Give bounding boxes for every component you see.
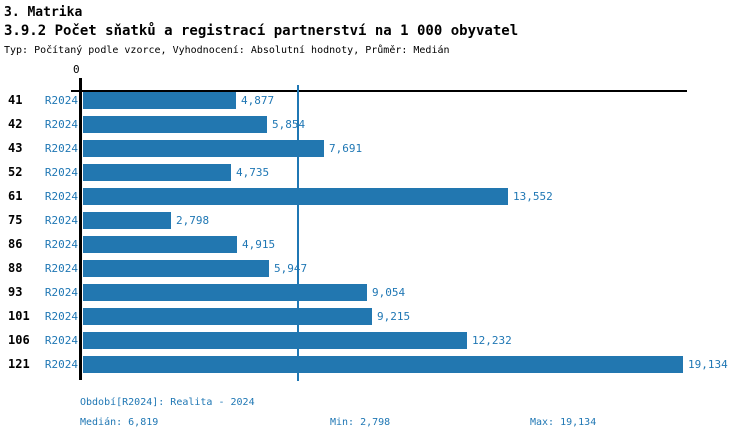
row-category-label: 121 [8, 357, 30, 371]
bar[interactable] [83, 332, 467, 349]
row-series-label: R2024 [44, 310, 78, 323]
median-reference-line [297, 85, 299, 381]
bar-value-label: 4,915 [242, 238, 276, 251]
row-category-label: 101 [8, 309, 30, 323]
bar[interactable] [83, 92, 236, 109]
row-category-label: 43 [8, 141, 23, 155]
footer-period-label: Období[R2024]: Realita - 2024 [80, 397, 255, 408]
bar[interactable] [83, 236, 237, 253]
row-series-label: R2024 [44, 286, 78, 299]
bar[interactable] [83, 356, 683, 373]
bar-value-label: 9,215 [377, 310, 411, 323]
footer-median-label: Medián: 6,819 [80, 417, 159, 428]
bar[interactable] [83, 164, 231, 181]
bar[interactable] [83, 116, 267, 133]
row-category-label: 86 [8, 237, 23, 251]
bar-value-label: 9,054 [372, 286, 406, 299]
row-series-label: R2024 [44, 214, 78, 227]
bar-value-label: 13,552 [513, 190, 553, 203]
bar-value-label: 2,798 [176, 214, 210, 227]
bar[interactable] [83, 140, 324, 157]
x-axis-line [71, 90, 687, 92]
bar[interactable] [83, 284, 367, 301]
x-axis-zero-tick-label: 0 [73, 63, 80, 76]
bar[interactable] [83, 260, 269, 277]
bar-value-label: 19,134 [688, 358, 728, 371]
bar-value-label: 5,854 [272, 118, 306, 131]
footer-max-label: Max: 19,134 [530, 417, 597, 428]
row-category-label: 42 [8, 117, 23, 131]
report-section-title: 3. Matrika [4, 5, 83, 20]
y-axis-line [79, 78, 82, 380]
bar-value-label: 4,735 [236, 166, 270, 179]
row-category-label: 41 [8, 93, 23, 107]
chart-title: 3.9.2 Počet sňatků a registrací partners… [4, 23, 519, 39]
bar-value-label: 12,232 [472, 334, 512, 347]
bar[interactable] [83, 188, 508, 205]
row-category-label: 75 [8, 213, 23, 227]
bar-value-label: 4,877 [241, 94, 275, 107]
row-series-label: R2024 [44, 94, 78, 107]
row-category-label: 61 [8, 189, 23, 203]
chart-meta-line: Typ: Počítaný podle vzorce, Vyhodnocení:… [4, 45, 450, 56]
row-series-label: R2024 [44, 166, 78, 179]
row-series-label: R2024 [44, 238, 78, 251]
row-category-label: 93 [8, 285, 23, 299]
row-category-label: 88 [8, 261, 23, 275]
row-series-label: R2024 [44, 190, 78, 203]
bar[interactable] [83, 212, 171, 229]
bar-value-label: 7,691 [329, 142, 363, 155]
footer-min-label: Min: 2,798 [330, 417, 391, 428]
bar-value-label: 5,947 [274, 262, 308, 275]
bar[interactable] [83, 308, 372, 325]
row-category-label: 106 [8, 333, 30, 347]
row-series-label: R2024 [44, 262, 78, 275]
row-series-label: R2024 [44, 358, 78, 371]
row-series-label: R2024 [44, 118, 78, 131]
row-category-label: 52 [8, 165, 23, 179]
row-series-label: R2024 [44, 334, 78, 347]
row-series-label: R2024 [44, 142, 78, 155]
